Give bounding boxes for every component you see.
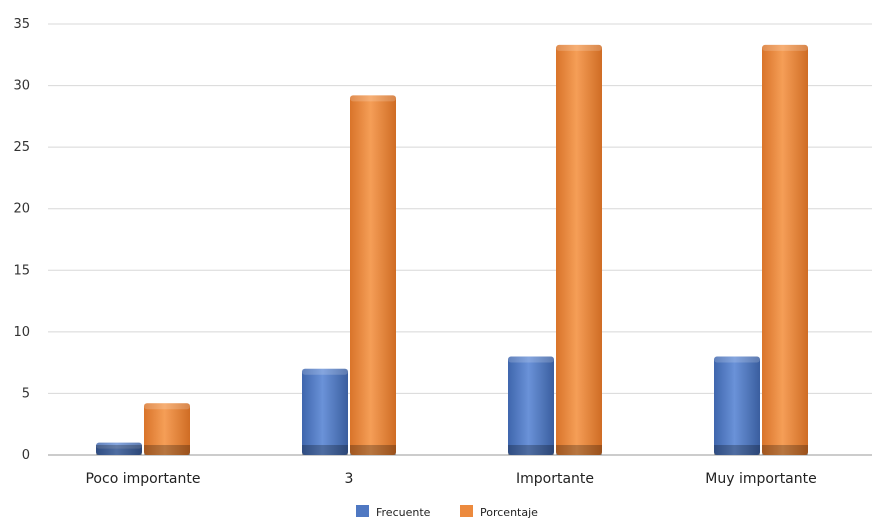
bar-top-highlight bbox=[714, 356, 760, 363]
bar-body bbox=[350, 95, 396, 456]
bar-frecuente-1 bbox=[302, 368, 348, 455]
bar-base-shadow bbox=[762, 445, 808, 455]
y-tick-label: 5 bbox=[22, 386, 30, 401]
bar-base-shadow bbox=[556, 445, 602, 455]
bar-body bbox=[144, 403, 190, 455]
bar-base-shadow bbox=[714, 445, 760, 455]
bar-body bbox=[302, 368, 348, 455]
bar-top-highlight bbox=[508, 356, 554, 363]
legend-label: Frecuente bbox=[376, 506, 431, 519]
bar-frecuente-3 bbox=[714, 356, 760, 455]
bar-top-highlight bbox=[96, 442, 142, 449]
bar-top-highlight bbox=[350, 95, 396, 102]
bar-body bbox=[762, 44, 808, 455]
bar-frecuente-2 bbox=[508, 356, 554, 455]
legend-swatch bbox=[356, 505, 369, 517]
legend: Frecuente Porcentaje bbox=[356, 505, 538, 519]
legend-swatch bbox=[460, 505, 473, 517]
y-axis-ticks: 0 5 10 15 20 25 30 35 bbox=[13, 17, 30, 463]
legend-item-frecuente: Frecuente bbox=[356, 505, 431, 519]
bar-body bbox=[714, 356, 760, 455]
y-tick-label: 10 bbox=[13, 325, 30, 340]
bar-body bbox=[96, 442, 142, 455]
x-category-label: Muy importante bbox=[705, 471, 816, 487]
x-category-label: Poco importante bbox=[85, 471, 200, 487]
bar-base-shadow bbox=[508, 445, 554, 455]
bar-frecuente-0 bbox=[96, 442, 142, 455]
bar-top-highlight bbox=[762, 44, 808, 51]
y-tick-label: 30 bbox=[13, 79, 30, 94]
gridlines bbox=[48, 23, 872, 456]
y-tick-label: 15 bbox=[13, 263, 30, 278]
bar-porcentaje-1 bbox=[350, 95, 396, 456]
bar-porcentaje-2 bbox=[556, 44, 602, 455]
bar-top-highlight bbox=[556, 44, 602, 51]
y-tick-label: 25 bbox=[13, 140, 30, 155]
bar-base-shadow bbox=[302, 445, 348, 455]
y-tick-label: 20 bbox=[13, 202, 30, 217]
bar-base-shadow bbox=[350, 445, 396, 455]
x-category-label: Importante bbox=[516, 471, 594, 487]
x-axis-categories: Poco importante 3 Importante Muy importante bbox=[85, 471, 816, 487]
bar-body bbox=[556, 44, 602, 455]
legend-item-porcentaje: Porcentaje bbox=[460, 505, 538, 519]
bars bbox=[96, 44, 808, 456]
bar-top-highlight bbox=[302, 368, 348, 375]
bar-porcentaje-3 bbox=[762, 44, 808, 455]
bar-body bbox=[508, 356, 554, 455]
bar-porcentaje-0 bbox=[144, 403, 190, 455]
legend-label: Porcentaje bbox=[480, 506, 538, 519]
bar-base-shadow bbox=[144, 445, 190, 455]
bar-base-shadow bbox=[96, 445, 142, 455]
y-tick-label: 0 bbox=[22, 448, 30, 463]
x-category-label: 3 bbox=[345, 471, 354, 487]
y-tick-label: 35 bbox=[13, 17, 30, 32]
bar-top-highlight bbox=[144, 403, 190, 410]
